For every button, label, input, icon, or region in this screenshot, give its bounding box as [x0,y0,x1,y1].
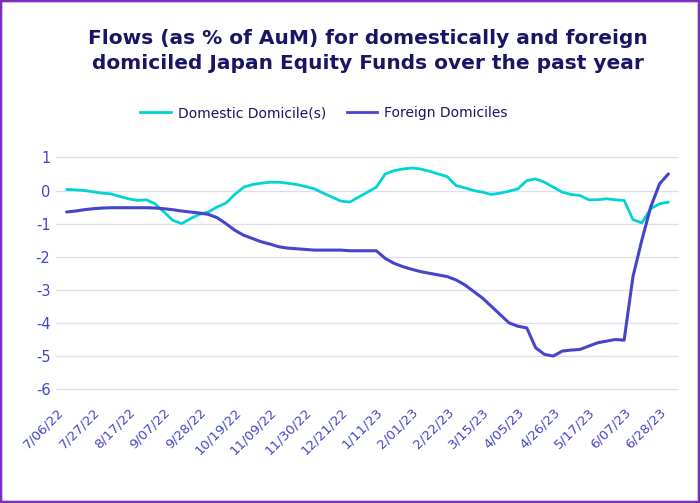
Foreign Domiciles [106,205,115,211]
Domestic Domicile(s) [106,191,115,197]
Foreign Domiciles [266,241,274,247]
Foreign Domiciles [664,171,673,177]
Line: Foreign Domiciles: Foreign Domiciles [66,174,668,356]
Line: Domestic Domicile(s): Domestic Domicile(s) [66,168,668,224]
Domestic Domicile(s) [655,201,664,207]
Domestic Domicile(s) [62,187,71,193]
Domestic Domicile(s) [407,165,416,171]
Domestic Domicile(s) [160,209,168,215]
Foreign Domiciles [257,239,265,245]
Domestic Domicile(s) [540,179,549,185]
Foreign Domiciles [62,209,71,215]
Foreign Domiciles [549,353,557,359]
Domestic Domicile(s) [178,221,186,227]
Title: Flows (as % of AuM) for domestically and foreign
domiciled Japan Equity Funds ov: Flows (as % of AuM) for domestically and… [88,29,648,72]
Domestic Domicile(s) [664,199,673,205]
Foreign Domiciles [178,208,186,214]
Foreign Domiciles [407,266,416,272]
Foreign Domiciles [655,181,664,187]
Domestic Domicile(s) [186,216,195,222]
Domestic Domicile(s) [425,169,433,175]
Legend: Domestic Domicile(s), Foreign Domiciles: Domestic Domicile(s), Foreign Domiciles [134,101,513,126]
